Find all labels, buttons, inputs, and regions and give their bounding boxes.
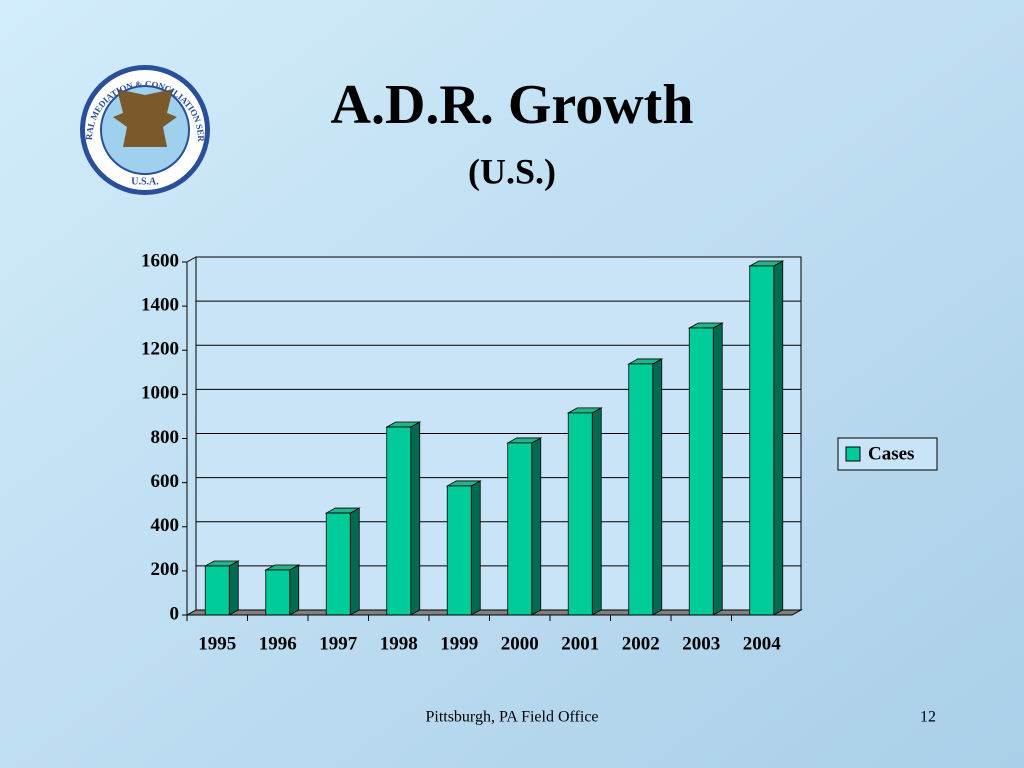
x-tick-label: 1995 bbox=[198, 633, 236, 654]
bar-side bbox=[410, 421, 421, 616]
x-tick-label: 2003 bbox=[682, 633, 720, 654]
x-tick-label: 2001 bbox=[561, 633, 599, 654]
bar-side bbox=[712, 322, 723, 616]
bar-side bbox=[773, 260, 784, 616]
x-tick-label: 1998 bbox=[380, 633, 418, 654]
page-number: 12 bbox=[920, 709, 936, 726]
bar bbox=[507, 442, 533, 616]
x-tick-label: 2002 bbox=[622, 633, 660, 654]
x-tick-label: 2000 bbox=[501, 633, 539, 654]
y-tick-label: 1400 bbox=[141, 294, 179, 315]
x-tick-label: 1997 bbox=[319, 633, 358, 654]
bar bbox=[325, 512, 351, 616]
y-tick-label: 1600 bbox=[141, 250, 179, 271]
x-tick-label: 1999 bbox=[440, 633, 478, 654]
bar-side bbox=[531, 437, 542, 616]
bar-side bbox=[289, 564, 300, 616]
footer: Pittsburgh, PA Field Office bbox=[425, 709, 598, 726]
y-tick-label: 600 bbox=[151, 471, 180, 492]
bar-side bbox=[591, 407, 602, 616]
bar bbox=[688, 327, 714, 616]
bar bbox=[749, 265, 775, 616]
bar bbox=[386, 426, 412, 616]
bar-side bbox=[470, 480, 481, 616]
y-tick-label: 400 bbox=[151, 515, 180, 536]
logo-eagle bbox=[113, 89, 177, 147]
y-tick-label: 1000 bbox=[141, 383, 179, 404]
bar-side bbox=[349, 507, 360, 616]
bar bbox=[567, 412, 593, 616]
y-tick-label: 0 bbox=[170, 603, 180, 624]
y-tick-label: 800 bbox=[151, 427, 180, 448]
bar bbox=[265, 569, 291, 616]
legend-swatch bbox=[845, 446, 861, 462]
bar-side bbox=[228, 560, 239, 616]
x-tick-label: 1996 bbox=[259, 633, 297, 654]
y-tick-label: 1200 bbox=[141, 339, 179, 360]
bar bbox=[204, 565, 230, 616]
y-axis-depth bbox=[186, 256, 197, 263]
bar-side bbox=[652, 358, 663, 616]
y-tick-label: 200 bbox=[151, 559, 180, 580]
x-tick-label: 2004 bbox=[743, 633, 782, 654]
logo-country: U.S.A. bbox=[131, 176, 159, 187]
title: A.D.R. Growth bbox=[331, 74, 694, 136]
legend-label: Cases bbox=[868, 443, 914, 464]
bar bbox=[628, 363, 654, 616]
subtitle: (U.S.) bbox=[468, 151, 556, 191]
bar bbox=[446, 485, 472, 616]
chart: 0 200 400 600 800 1000 1200 1400 1600 1995 1996 199… bbox=[141, 250, 938, 654]
